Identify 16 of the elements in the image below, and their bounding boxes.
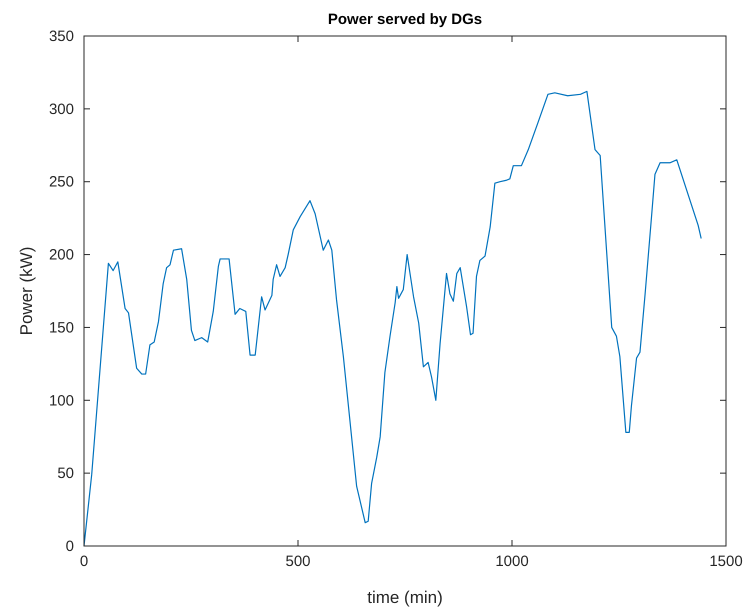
y-tick-label: 100	[48, 392, 74, 410]
y-tick-label: 150	[48, 319, 74, 336]
y-tick-label: 0	[66, 538, 74, 555]
chart-title: Power served by DGs	[328, 11, 482, 28]
y-tick-label: 50	[57, 465, 74, 482]
y-tick-label: 300	[48, 100, 74, 118]
x-axis-title: time (min)	[367, 588, 443, 607]
x-tick-label: 500	[285, 553, 311, 570]
y-tick-label: 350	[48, 28, 74, 45]
line-series	[83, 90, 702, 547]
y-tick-label: 200	[48, 246, 74, 264]
x-tick-label: 0	[80, 553, 88, 570]
x-tick-label: 1500	[709, 553, 743, 570]
y-tick-label: 250	[48, 174, 74, 191]
x-tick-label: 1000	[495, 553, 529, 570]
y-axis-title: Power (kW)	[17, 246, 36, 336]
